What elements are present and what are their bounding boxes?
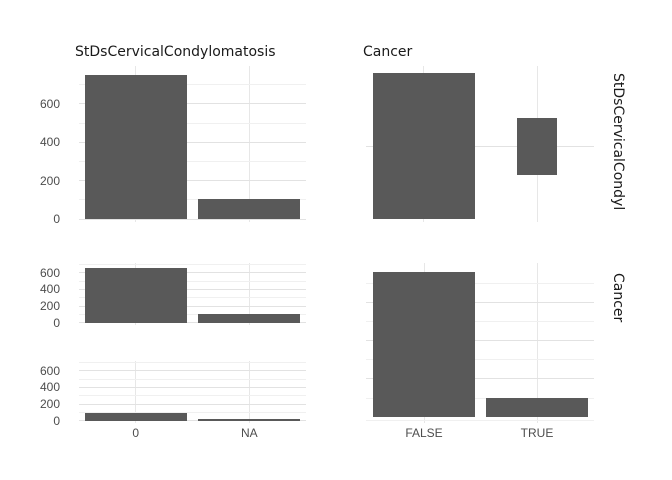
gridline-major [79,180,306,182]
y-tick-label: 0 [53,212,60,226]
gridline-minor [366,420,594,422]
panel-stds-by-cancer-true [79,361,306,423]
gridline-minor [79,395,306,397]
gridline-minor [79,84,306,86]
gridline-major [79,403,306,405]
y-tick-label: 400 [39,380,60,395]
bar-true [486,398,588,418]
y-tick-label: 600 [39,363,60,378]
gridline-major [79,386,306,388]
gridline-minor [79,199,306,201]
gridline-minor [366,282,594,284]
gridline-minor [366,397,594,399]
x-tick-label: TRUE [520,426,554,440]
gridline-minor [79,361,306,363]
bar-0 [84,268,187,323]
y-tick-label: 400 [39,135,60,150]
gridline-minor [79,160,306,162]
gridline-vertical [248,361,250,423]
gridline-major [79,305,306,307]
column-title-stds: StDsCervicalCondylomatosis [75,44,276,60]
gridline-vertical [248,263,250,325]
row-strip-stds-label: StDsCervicalCondyl [610,73,626,211]
gridline-minor [79,313,306,315]
bar-0 [84,412,187,421]
gridline-major [79,370,306,372]
count-rect-false [372,73,475,220]
y-tick-label: 0 [53,315,60,330]
y-tick-label: 600 [39,96,60,111]
row-strip-cancer-label: Cancer [610,273,626,323]
row-strip-stds: StDsCervicalCondyl [610,69,626,210]
column-title-cancer: Cancer [363,44,413,60]
gridline-major [79,103,306,105]
panel-stds-by-cancer-false [79,263,306,325]
panel-cancer-vs-stds-count [366,66,594,222]
gridline-minor [79,263,306,265]
y-tick-label: 0 [53,413,60,428]
gridline-minor [79,378,306,380]
count-rect-true [517,118,557,175]
row-strip-cancer: Cancer [610,269,626,322]
gridline-vertical [135,361,137,423]
y-tick-label: 200 [39,397,60,412]
y-tick-label: 200 [39,299,60,314]
bar-na [198,419,301,421]
gridline-minor [79,280,306,282]
gridline-vertical [248,66,250,222]
panel-cancer-distribution [366,263,594,423]
gridline-minor [79,122,306,124]
y-tick-label: 400 [39,282,60,297]
gridline-major [366,301,594,303]
gridline-major [79,288,306,290]
bar-na [198,198,301,219]
gridline-major [366,378,594,380]
gridline-major [79,141,306,143]
gridline-major [79,420,306,422]
gridline-vertical [536,263,538,423]
gridline-minor [79,411,306,413]
x-tick-label: NA [240,426,258,440]
x-tick-label: 0 [132,426,140,440]
gridline-major [79,218,306,220]
bar-na [198,314,301,323]
gridline-minor [366,359,594,361]
y-tick-label: 600 [39,265,60,280]
x-tick-label: FALSE [405,426,443,440]
gridline-major [366,146,594,147]
bar-false [373,271,475,418]
gridline-major [79,272,306,274]
gridline-minor [79,297,306,299]
bar-0 [84,74,187,219]
gridline-minor [366,320,594,322]
gridline-major [79,322,306,324]
y-tick-label: 200 [39,173,60,188]
gridline-major [366,340,594,342]
panel-stds-distribution [79,66,306,222]
